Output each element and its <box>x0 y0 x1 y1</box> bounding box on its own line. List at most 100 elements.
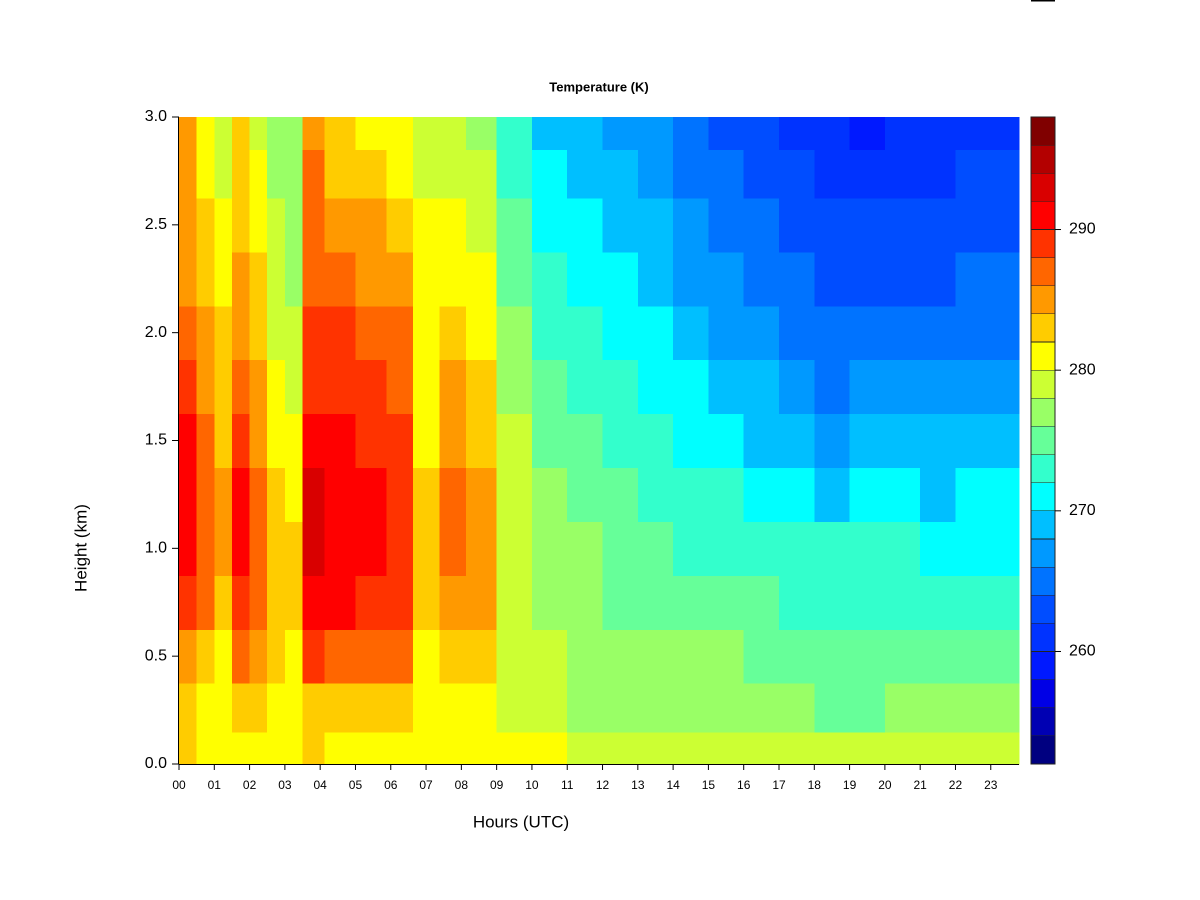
contour-cell <box>920 521 957 576</box>
contour-cell <box>267 359 286 415</box>
contour-cell <box>465 683 498 733</box>
contour-cell <box>990 117 1020 150</box>
contour-cell <box>302 117 326 150</box>
contour-cell <box>214 521 233 576</box>
contour-cell <box>602 117 639 150</box>
contour-cell <box>412 683 440 733</box>
contour-cell <box>990 197 1020 253</box>
contour-cell <box>849 575 886 630</box>
contour-cell <box>231 467 251 522</box>
contour-cell <box>779 629 815 684</box>
contour-cell <box>496 683 533 733</box>
contour-cell <box>531 521 568 576</box>
colorbar-box <box>1030 172 1056 202</box>
contour-cell <box>814 413 851 469</box>
y-tick-label: 1.5 <box>145 432 167 449</box>
colorbar-box <box>1030 257 1056 287</box>
contour-cell <box>179 305 198 361</box>
contour-cell <box>496 359 533 415</box>
contour-cell <box>249 731 268 765</box>
contour-cell <box>302 413 326 469</box>
contour-cell <box>302 575 326 630</box>
contour-cell <box>231 521 251 576</box>
contour-cell <box>602 521 639 576</box>
colorbar-box <box>1030 679 1056 709</box>
contour-cell <box>708 149 745 199</box>
contour-cell <box>779 467 815 522</box>
contour-cell <box>284 413 304 469</box>
contour-cell <box>567 521 604 576</box>
contour-cell <box>602 413 639 469</box>
contour-cell <box>324 197 357 253</box>
contour-cell <box>637 359 674 415</box>
contour-cell <box>743 467 780 522</box>
contour-cell <box>673 117 710 150</box>
contour-cell <box>267 413 286 469</box>
contour-cell <box>196 149 215 199</box>
contour-cell <box>955 575 992 630</box>
contour-cell <box>249 521 268 576</box>
contour-cell <box>708 731 745 765</box>
contour-cell <box>267 575 286 630</box>
contour-cell <box>412 251 440 307</box>
colorbar-box <box>1030 510 1056 540</box>
contour-cell <box>849 359 886 415</box>
contour-cell <box>849 683 886 733</box>
y-tick-label: 1.0 <box>145 540 167 557</box>
contour-cell <box>673 521 710 576</box>
colorbar-box <box>1030 566 1056 596</box>
contour-cell <box>324 251 357 307</box>
contour-cell <box>231 305 251 361</box>
contour-cell <box>884 413 921 469</box>
contour-cell <box>439 197 467 253</box>
contour-cell <box>179 149 198 199</box>
contour-cell <box>884 149 921 199</box>
contour-cell <box>637 575 674 630</box>
contour-cell <box>284 467 304 522</box>
contour-cell <box>214 359 233 415</box>
contour-cell <box>637 629 674 684</box>
contour-cell <box>884 197 921 253</box>
contour-cell <box>465 629 498 684</box>
contour-cell <box>531 575 568 630</box>
contour-cell <box>386 359 414 415</box>
contour-cell <box>531 197 568 253</box>
contour-cell <box>214 575 233 630</box>
contour-cell <box>920 305 957 361</box>
contour-cell <box>955 683 992 733</box>
contour-cell <box>920 413 957 469</box>
contour-cell <box>302 731 326 765</box>
colorbar-box <box>1030 341 1056 371</box>
contour-cell <box>355 731 387 765</box>
contour-cell <box>743 149 780 199</box>
contour-cell <box>412 149 440 199</box>
contour-cell <box>920 117 957 150</box>
contour-cell <box>465 117 498 150</box>
contour-cell <box>179 251 198 307</box>
contour-cell <box>355 251 387 307</box>
colorbar-box <box>1030 454 1056 483</box>
contour-cell <box>567 575 604 630</box>
contour-cell <box>214 731 233 765</box>
contour-cell <box>743 117 780 150</box>
contour-cell <box>355 197 387 253</box>
contour-cell <box>179 467 198 522</box>
contour-cell <box>990 467 1020 522</box>
contour-cell <box>214 683 233 733</box>
colorbar-box <box>1030 369 1056 399</box>
contour-cell <box>779 197 815 253</box>
contour-cell <box>465 305 498 361</box>
contour-cell <box>531 117 568 150</box>
contour-cell <box>439 575 467 630</box>
contour-cell <box>743 305 780 361</box>
contour-cell <box>412 197 440 253</box>
contour-cell <box>465 521 498 576</box>
x-tick-label: 02 <box>243 778 257 792</box>
contour-cell <box>849 413 886 469</box>
contour-cell <box>179 629 198 684</box>
contour-cell <box>196 467 215 522</box>
contour-cell <box>179 575 198 630</box>
contour-cell <box>884 359 921 415</box>
contour-cell <box>412 575 440 630</box>
x-tick-label: 06 <box>384 778 398 792</box>
